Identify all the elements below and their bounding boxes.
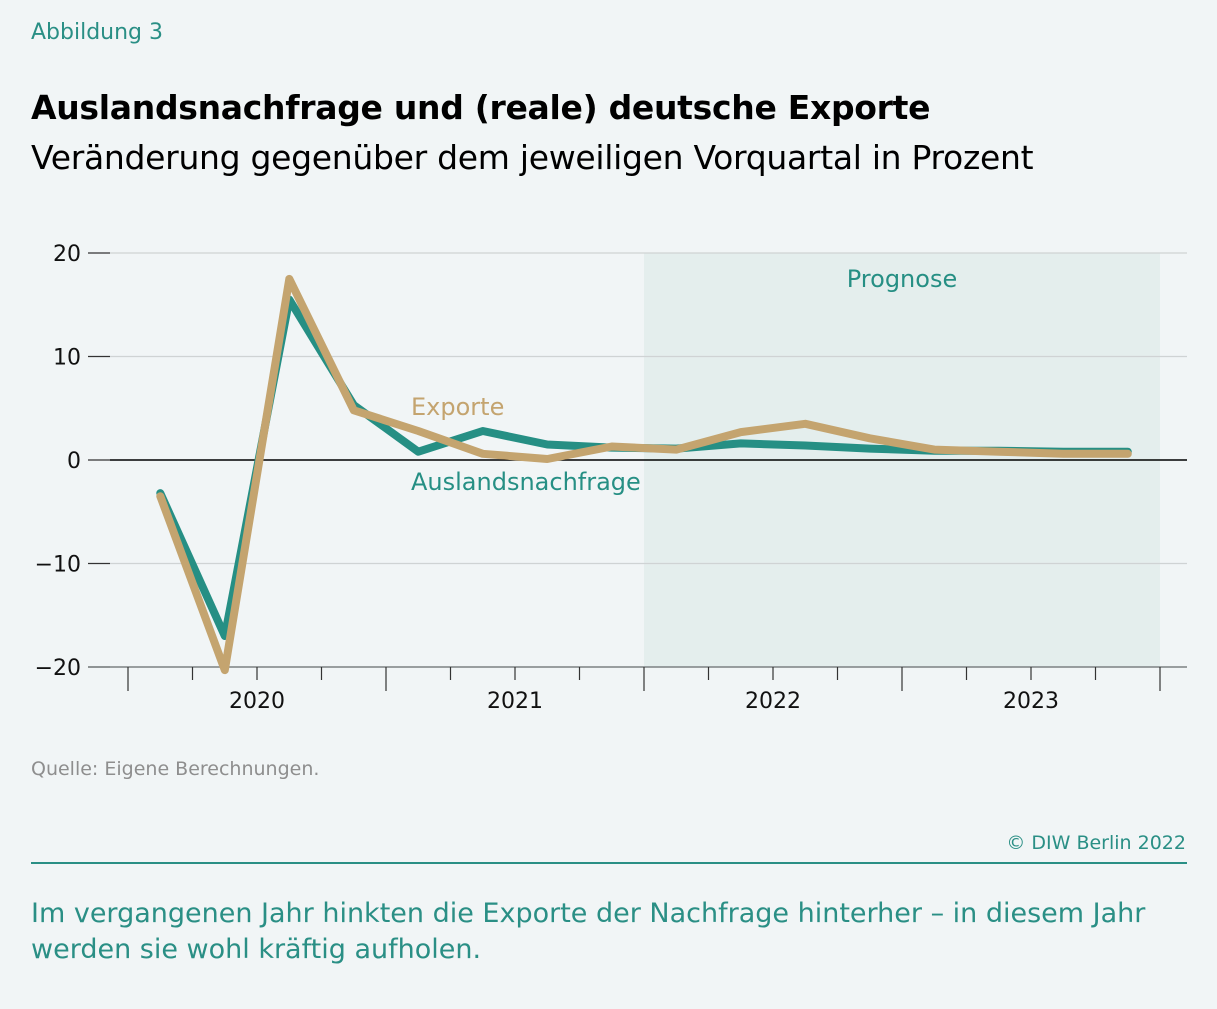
line-chart: 20 10 0 −10 −20 2020 2021 2022 2023 Prognose Ex…	[35, 242, 1187, 714]
caption: Im vergangenen Jahr hinkten die Exporte …	[31, 898, 1146, 965]
chart-subtitle: Veränderung gegenüber dem jeweiligen Vor…	[31, 138, 1034, 177]
y-tick-label: −20	[35, 656, 81, 681]
forecast-label: Prognose	[847, 265, 957, 293]
y-tick-label: −10	[35, 553, 81, 578]
source-note: Quelle: Eigene Berechnungen.	[31, 758, 320, 780]
y-tick-label: 10	[53, 346, 81, 371]
y-tick-label: 20	[53, 242, 81, 267]
y-tick-label: 0	[67, 449, 81, 474]
copyright: © DIW Berlin 2022	[1006, 832, 1186, 854]
x-tick-label: 2023	[1003, 689, 1059, 714]
divider	[31, 862, 1187, 864]
series-line-exporte	[156, 274, 1132, 675]
series-label-auslandsnachfrage: Auslandsnachfrage	[411, 468, 641, 496]
series-label-exporte: Exporte	[411, 393, 504, 421]
x-tick-label: 2021	[487, 689, 543, 714]
chart-title: Auslandsnachfrage und (reale) deutsche E…	[31, 88, 931, 127]
x-tick-label: 2020	[229, 689, 285, 714]
x-tick-label: 2022	[745, 689, 801, 714]
figure-label: Abbildung 3	[31, 20, 164, 45]
